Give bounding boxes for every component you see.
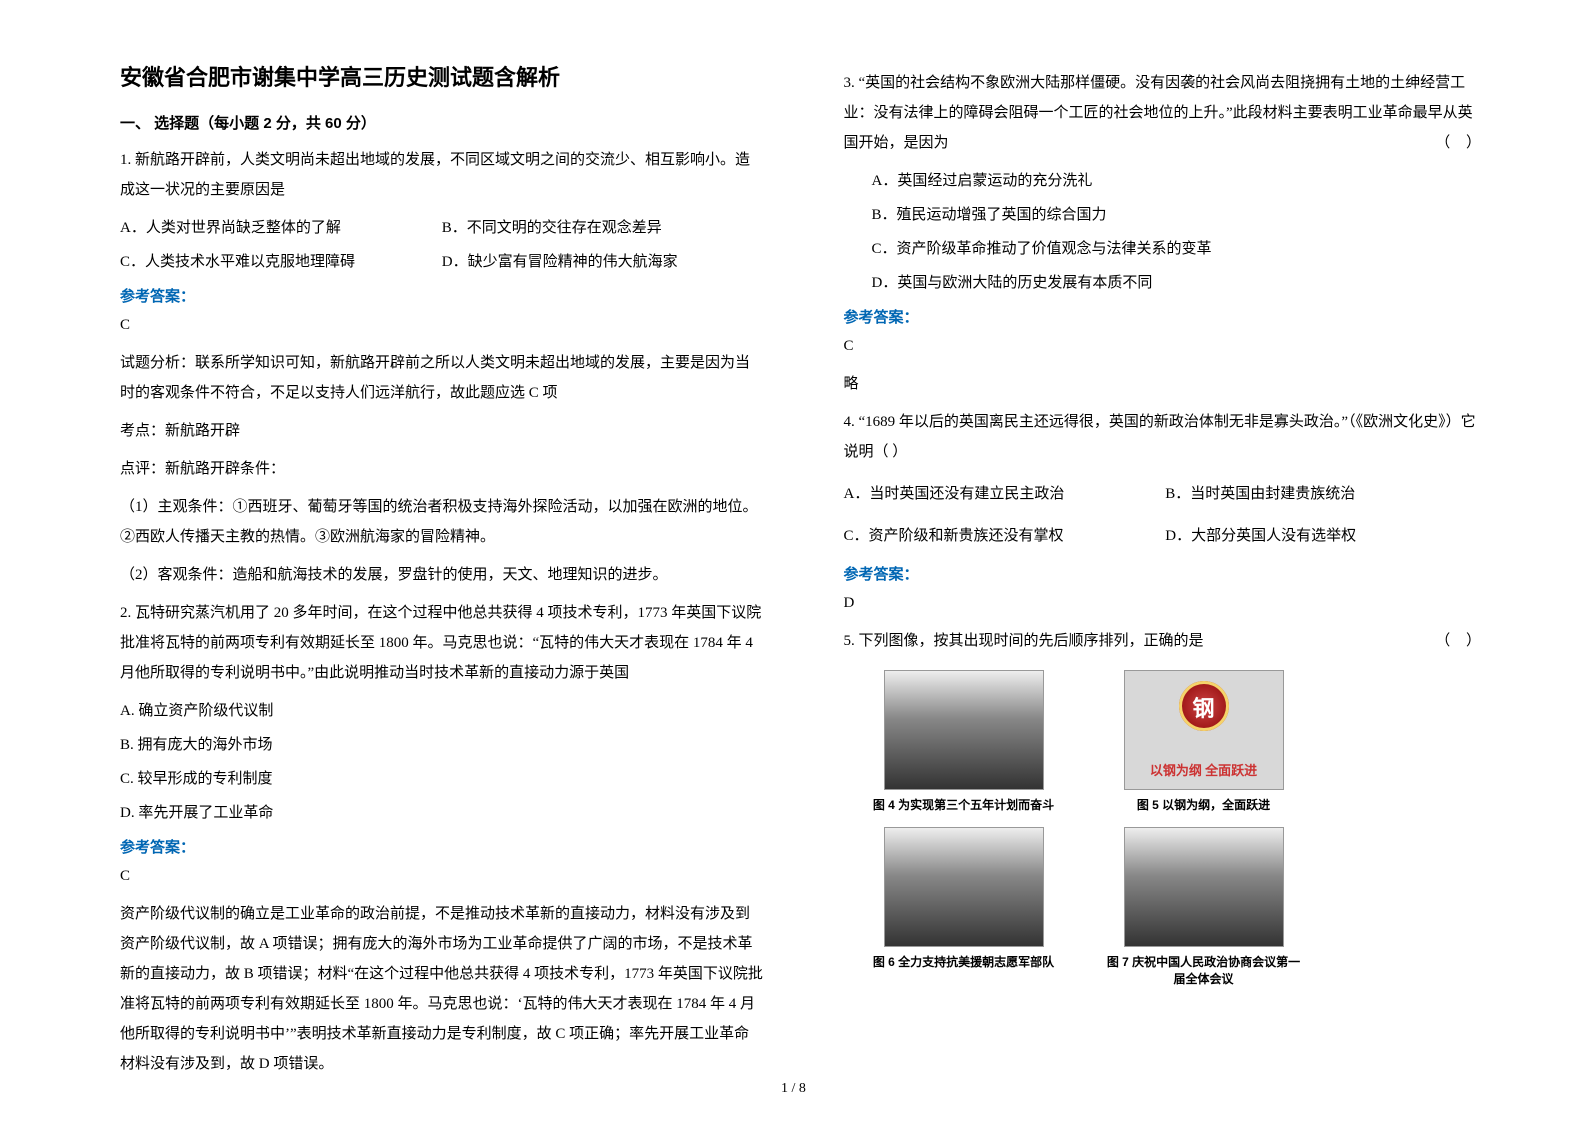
q3-opt-c: C．资产阶级革命推动了价值观念与法律关系的变革 xyxy=(844,234,1488,264)
q3-opt-a: A．英国经过启蒙运动的充分洗礼 xyxy=(844,166,1488,196)
q2-opt-c: C. 较早形成的专利制度 xyxy=(120,764,764,794)
q2-answer-label: 参考答案： xyxy=(120,836,764,857)
q3-opt-b: B．殖民运动增强了英国的综合国力 xyxy=(844,200,1488,230)
q1-analysis-2: 考点：新航路开辟 xyxy=(120,416,764,446)
q1-answer: C xyxy=(120,310,764,340)
q4-opt-c: C．资产阶级和新贵族还没有掌权 xyxy=(844,521,1166,551)
q5-stem-text: 5. 下列图像，按其出现时间的先后顺序排列，正确的是 xyxy=(844,633,1204,649)
q1-opt-c: C．人类技术水平难以克服地理障碍 xyxy=(120,247,442,277)
q3-analysis: 略 xyxy=(844,369,1488,399)
q4-row2: C．资产阶级和新贵族还没有掌权 D．大部分英国人没有选举权 xyxy=(844,521,1488,551)
q2-opt-b: B. 拥有庞大的海外市场 xyxy=(120,730,764,760)
q1-opt-d: D．缺少富有冒险精神的伟大航海家 xyxy=(442,247,764,277)
q1-opt-b: B．不同文明的交往存在观念差异 xyxy=(442,213,764,243)
document-title: 安徽省合肥市谢集中学高三历史测试题含解析 xyxy=(120,60,764,92)
q4-opt-a: A．当时英国还没有建立民主政治 xyxy=(844,479,1166,509)
q5-img7-caption: 图 7 庆祝中国人民政治协商会议第一届全体会议 xyxy=(1104,953,1304,987)
q4-answer: D xyxy=(844,588,1488,618)
section-1-title: 一、 选择题（每小题 2 分，共 60 分） xyxy=(120,112,764,133)
q4-row1: A．当时英国还没有建立民主政治 B．当时英国由封建贵族统治 xyxy=(844,479,1488,509)
q5-img6-cell: 图 6 全力支持抗美援朝志愿军部队 xyxy=(864,827,1064,987)
q4-opt-d: D．大部分英国人没有选举权 xyxy=(1165,521,1487,551)
page-container: 安徽省合肥市谢集中学高三历史测试题含解析 一、 选择题（每小题 2 分，共 60… xyxy=(0,0,1587,1127)
q1-analysis-4: （1）主观条件：①西班牙、葡萄牙等国的统治者积极支持海外探险活动，以加强在欧洲的… xyxy=(120,492,764,552)
q1-stem: 1. 新航路开辟前，人类文明尚未超出地域的发展，不同区域文明之间的交流少、相互影… xyxy=(120,145,764,205)
left-column: 安徽省合肥市谢集中学高三历史测试题含解析 一、 选择题（每小题 2 分，共 60… xyxy=(100,60,804,1087)
q5-img5-placeholder: 以钢为纲 全面跃进 xyxy=(1124,670,1284,790)
q5-img4-caption: 图 4 为实现第三个五年计划而奋斗 xyxy=(864,796,1064,813)
q5-img4-placeholder xyxy=(884,670,1044,790)
q3-answer: C xyxy=(844,331,1488,361)
q1-analysis-3: 点评：新航路开辟条件： xyxy=(120,454,764,484)
q2-stem: 2. 瓦特研究蒸汽机用了 20 多年时间，在这个过程中他总共获得 4 项技术专利… xyxy=(120,598,764,688)
q5-img7-cell: 图 7 庆祝中国人民政治协商会议第一届全体会议 xyxy=(1104,827,1304,987)
q5-img5-caption: 图 5 以钢为纲，全面跃进 xyxy=(1104,796,1304,813)
q5-img5-cell: 以钢为纲 全面跃进 图 5 以钢为纲，全面跃进 xyxy=(1104,670,1304,813)
q3-stem-text: 3. “英国的社会结构不象欧洲大陆那样僵硬。没有因袭的社会风尚去阻挠拥有土地的土… xyxy=(844,75,1473,151)
q2-opt-a: A. 确立资产阶级代议制 xyxy=(120,696,764,726)
q5-stem: 5. 下列图像，按其出现时间的先后顺序排列，正确的是 （ ） xyxy=(844,626,1488,656)
q5-img6-caption: 图 6 全力支持抗美援朝志愿军部队 xyxy=(864,953,1064,970)
q5-img5-inner-text: 以钢为纲 全面跃进 xyxy=(1125,760,1283,779)
q3-answer-label: 参考答案： xyxy=(844,306,1488,327)
q1-options-row1: A．人类对世界尚缺乏整体的了解 B．不同文明的交往存在观念差异 xyxy=(120,213,764,243)
q4-stem: 4. “1689 年以后的英国离民主还远得很，英国的新政治体制无非是寡头政治。”… xyxy=(844,407,1488,467)
q1-opt-a: A．人类对世界尚缺乏整体的了解 xyxy=(120,213,442,243)
q3-stem: 3. “英国的社会结构不象欧洲大陆那样僵硬。没有因袭的社会风尚去阻挠拥有土地的土… xyxy=(844,68,1488,158)
q4-opt-b: B．当时英国由封建贵族统治 xyxy=(1165,479,1487,509)
q1-answer-label: 参考答案： xyxy=(120,285,764,306)
q1-options-row2: C．人类技术水平难以克服地理障碍 D．缺少富有冒险精神的伟大航海家 xyxy=(120,247,764,277)
page-footer: 1 / 8 xyxy=(0,1081,1587,1097)
q3-opt-d: D．英国与欧洲大陆的历史发展有本质不同 xyxy=(844,268,1488,298)
q4-answer-label: 参考答案： xyxy=(844,563,1488,584)
q5-img6-placeholder xyxy=(884,827,1044,947)
q5-paren: （ ） xyxy=(1435,626,1487,656)
q2-analysis: 资产阶级代议制的确立是工业革命的政治前提，不是推动技术革新的直接动力，材料没有涉… xyxy=(120,899,764,1079)
q3-paren: （ ） xyxy=(1435,128,1487,158)
q5-image-grid: 图 4 为实现第三个五年计划而奋斗 以钢为纲 全面跃进 图 5 以钢为纲，全面跃… xyxy=(864,670,1488,987)
q1-analysis-5: （2）客观条件：造船和航海技术的发展，罗盘针的使用，天文、地理知识的进步。 xyxy=(120,560,764,590)
q2-opt-d: D. 率先开展了工业革命 xyxy=(120,798,764,828)
q2-answer: C xyxy=(120,861,764,891)
q5-img4-cell: 图 4 为实现第三个五年计划而奋斗 xyxy=(864,670,1064,813)
q1-analysis-1: 试题分析：联系所学知识可知，新航路开辟前之所以人类文明未超出地域的发展，主要是因… xyxy=(120,348,764,408)
q5-img7-placeholder xyxy=(1124,827,1284,947)
right-column: 3. “英国的社会结构不象欧洲大陆那样僵硬。没有因袭的社会风尚去阻挠拥有土地的土… xyxy=(804,60,1508,1087)
